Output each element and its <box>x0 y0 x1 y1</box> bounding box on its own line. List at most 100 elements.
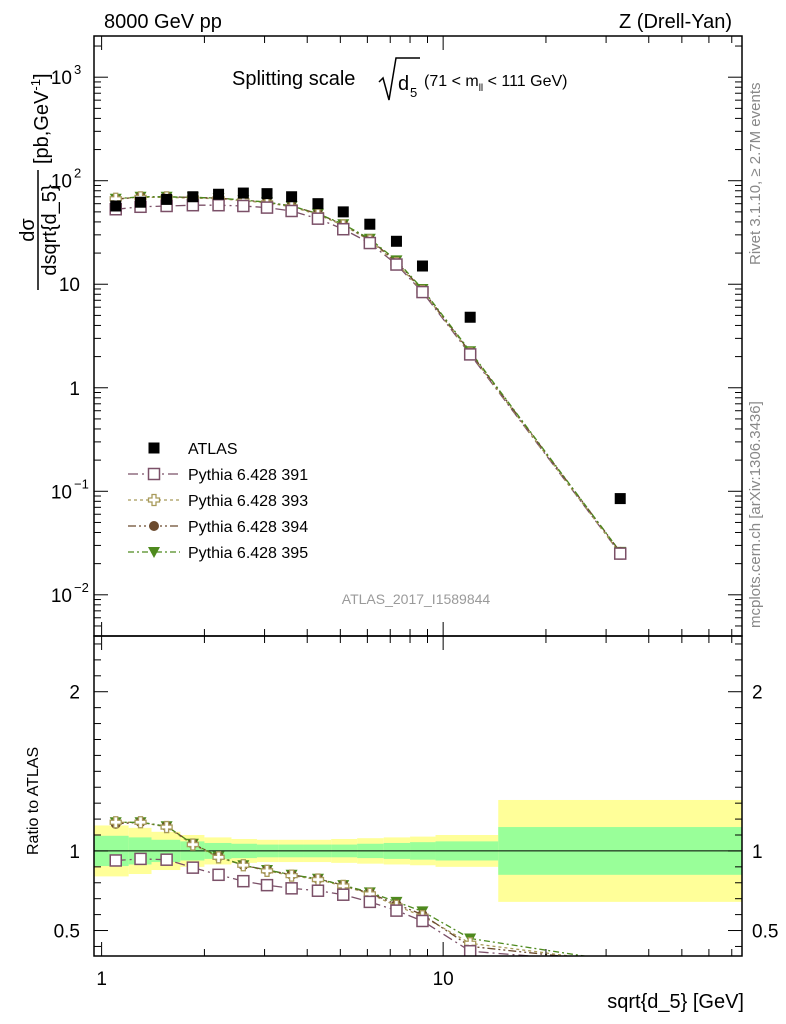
rivet-label: Rivet 3.1.10, ≥ 2.7M events <box>747 83 764 266</box>
ylabel-unit-sup: -1 <box>28 79 43 91</box>
atlas-data-point <box>464 311 476 323</box>
ratio-series-line <box>115 821 567 956</box>
ratio-data-point <box>109 816 122 829</box>
atlas-data-point <box>312 198 324 210</box>
mc-data-point <box>390 258 403 271</box>
svg-text:Splitting scale: Splitting scale <box>232 68 355 90</box>
x-axis-label: sqrt{d_5} [GeV] <box>607 991 744 1013</box>
plot-title: Splitting scale d 5 (71 < mll < 111 GeV) <box>232 57 567 101</box>
ratio-data-point <box>109 854 122 867</box>
atlas-data-point <box>337 206 349 218</box>
atlas-data-point <box>614 493 626 505</box>
sqrt-sign <box>378 57 420 101</box>
ratio-data-point <box>237 859 250 872</box>
ratio-panel-frame <box>93 635 743 957</box>
ratio-y-tick-label: 0.5 <box>54 922 80 943</box>
mc-data-point <box>416 285 429 299</box>
mc-data-point <box>337 222 350 236</box>
legend-label: Pythia 6.428 395 <box>188 545 308 562</box>
ratio-series-layer <box>109 816 589 956</box>
atlas-data-point <box>161 193 173 205</box>
ratio-y-label: Ratio to ATLAS <box>25 747 42 855</box>
ratio-data-point <box>390 904 403 917</box>
ratio-series-line <box>115 858 539 956</box>
legend-marker <box>148 442 160 454</box>
watermark: ATLAS_2017_I1589844 <box>342 591 491 607</box>
legend-label: Pythia 6.428 391 <box>188 467 308 484</box>
ratio-data-point <box>134 816 147 829</box>
ratio-y-tick-label-right: 1 <box>752 842 763 863</box>
title-cut-end: < 111 GeV) <box>483 73 567 90</box>
y-tick-label: 1 <box>69 379 80 400</box>
y-tick-label: 10 <box>51 482 72 503</box>
title-cut-sub: ll <box>479 83 483 94</box>
ratio-data-point <box>285 869 298 882</box>
ylabel-num: dσ <box>17 218 39 242</box>
ratio-data-point <box>186 861 200 874</box>
ratio-data-point <box>337 888 350 901</box>
atlas-data-point <box>261 188 273 200</box>
legend-marker <box>149 521 159 531</box>
ylabel-unit-end: ] <box>31 73 53 79</box>
y-tick-exponent: 3 <box>74 62 81 77</box>
legend-marker <box>147 493 161 507</box>
ratio-y-tick-label: 2 <box>69 683 80 704</box>
title-cut: (71 < m <box>424 73 479 90</box>
legend-label: Pythia 6.428 394 <box>188 519 308 536</box>
atlas-data-point <box>364 218 376 230</box>
atlas-data-point <box>286 191 298 203</box>
ratio-data-point <box>311 884 325 897</box>
ratio-data-point <box>212 851 225 864</box>
svg-text:[pb,GeV-1]: [pb,GeV-1] <box>28 73 53 164</box>
ratio-data-point <box>363 895 377 909</box>
title-main: Splitting scale <box>232 68 355 90</box>
main-y-label: dσ dsqrt{d_5} [pb,GeV-1] <box>17 73 61 290</box>
ratio-data-point <box>260 878 274 892</box>
mc-data-point <box>212 198 225 212</box>
mc-data-point <box>463 348 477 361</box>
atlas-data-point <box>135 196 147 208</box>
atlas-data-point <box>187 191 199 203</box>
atlas-data-point <box>213 188 225 200</box>
mcplots-label: mcplots.cern.ch [arXiv:1306.3436] <box>747 401 764 628</box>
title-sub: 5 <box>410 85 417 100</box>
y-tick-exponent: −2 <box>74 580 89 595</box>
ratio-data-point <box>160 820 173 834</box>
y-tick-label: 10 <box>51 586 72 607</box>
header-right: Z (Drell-Yan) <box>619 11 732 33</box>
header-left: 8000 GeV pp <box>104 11 222 33</box>
atlas-data-point <box>237 187 249 199</box>
y-tick-label: 10 <box>51 68 72 89</box>
ratio-data-point <box>260 864 274 877</box>
atlas-data-point <box>390 235 402 247</box>
y-tick-exponent: 2 <box>74 166 81 181</box>
mc-data-point <box>260 201 274 214</box>
legend: ATLAS Pythia 6.428 391 Pythia 6.428 393 Pyt… <box>128 441 308 562</box>
legend-marker <box>148 547 160 558</box>
main-series-line <box>115 204 621 554</box>
x-tick-label: 10 <box>433 969 454 990</box>
ratio-data-point <box>134 852 147 866</box>
atlas-data-point <box>416 260 428 272</box>
ratio-data-point <box>463 944 477 956</box>
ratio-y-tick-label-right: 0.5 <box>752 922 778 943</box>
x-tick-label: 1 <box>96 969 107 990</box>
ylabel-den: dsqrt{d_5} <box>39 184 61 276</box>
atlas-data-point <box>110 200 122 212</box>
mc-data-point <box>237 199 250 213</box>
main-series-line <box>115 196 621 553</box>
mc-data-point <box>613 547 627 560</box>
legend-marker <box>147 467 161 481</box>
mc-data-point <box>285 204 298 218</box>
ratio-data-point <box>212 868 225 882</box>
legend-label: Pythia 6.428 393 <box>188 493 308 510</box>
ratio-y-tick-label-right: 2 <box>752 683 763 704</box>
ratio-y-tick-label: 1 <box>69 842 80 863</box>
svg-text:d: d <box>398 73 409 95</box>
ratio-data-point <box>416 914 429 928</box>
ratio-data-point <box>186 838 200 851</box>
ratio-data-point <box>160 853 173 866</box>
main-series-layer <box>109 187 627 560</box>
